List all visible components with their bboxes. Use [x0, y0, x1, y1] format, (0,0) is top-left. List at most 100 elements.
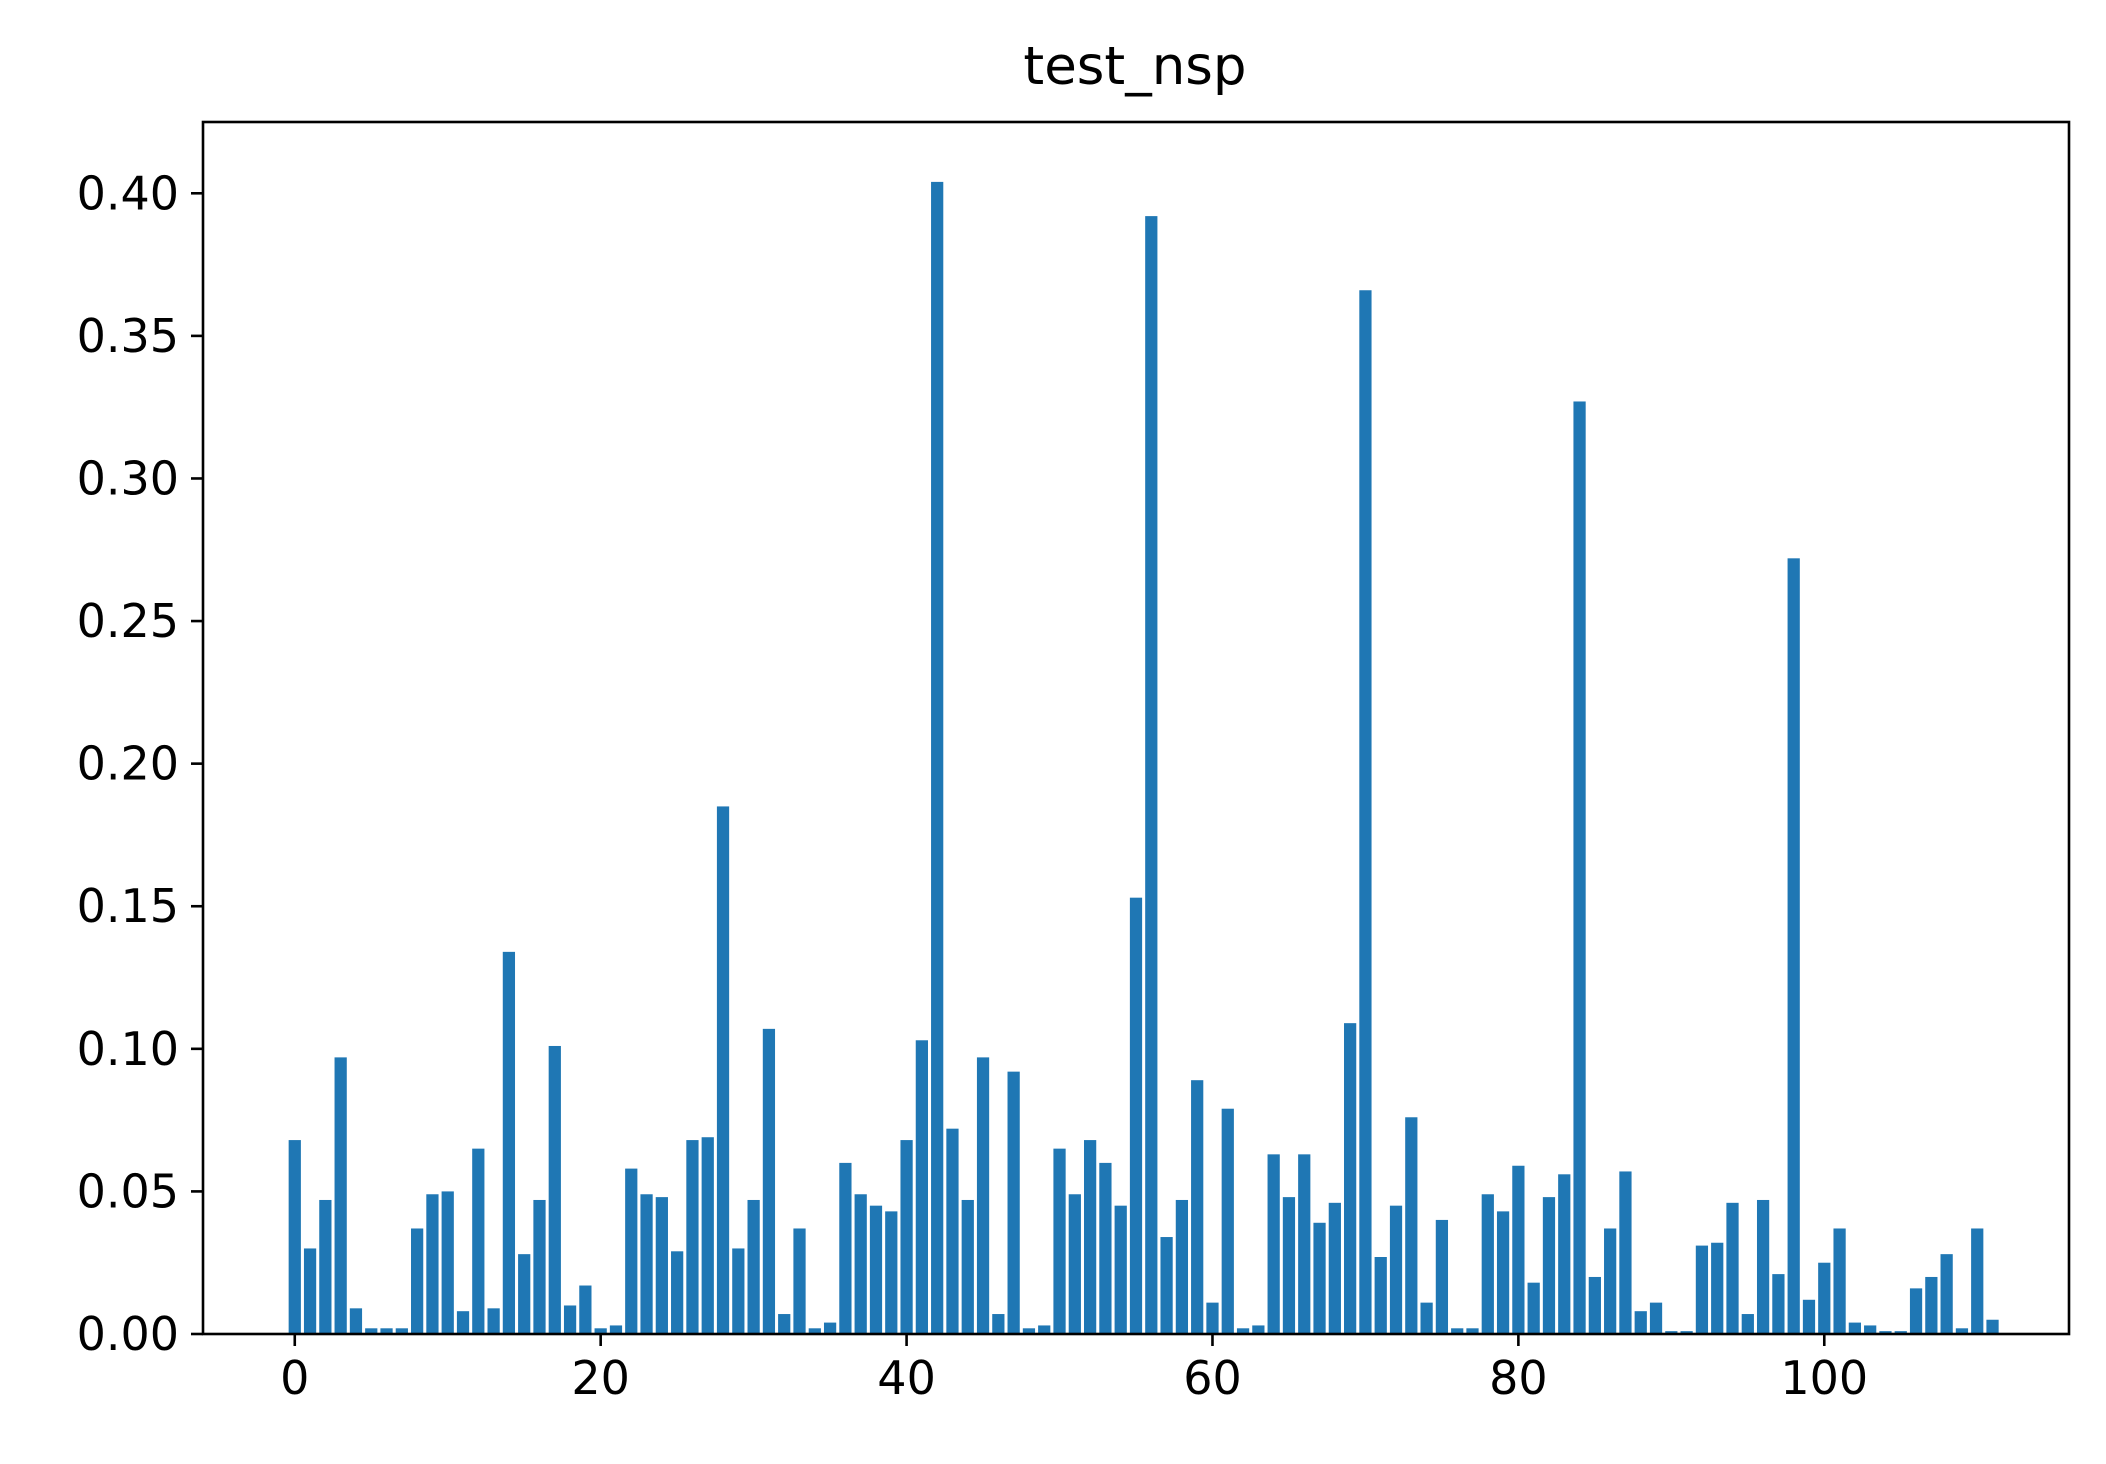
- bar-24: [655, 1197, 668, 1334]
- bar-50: [1053, 1148, 1066, 1334]
- bar-82: [1542, 1197, 1556, 1334]
- bar-89: [1649, 1302, 1663, 1334]
- bar-9: [426, 1194, 439, 1334]
- bar-25: [671, 1251, 684, 1334]
- bar-102: [1848, 1322, 1861, 1334]
- y-tick-label: 0.40: [77, 166, 179, 220]
- bar-6: [380, 1328, 393, 1334]
- bar-97: [1772, 1274, 1785, 1334]
- bar-63: [1252, 1325, 1265, 1334]
- bar-74: [1420, 1302, 1433, 1334]
- bar-79: [1496, 1211, 1510, 1334]
- bar-20: [594, 1328, 607, 1334]
- bar-53: [1099, 1162, 1112, 1334]
- bar-70: [1359, 290, 1372, 1334]
- bar-30: [747, 1199, 760, 1334]
- bar-110: [1971, 1228, 1984, 1334]
- bar-107: [1925, 1276, 1938, 1334]
- bar-66: [1298, 1154, 1311, 1334]
- bar-42: [931, 181, 944, 1334]
- y-tick-label: 0.10: [77, 1022, 179, 1076]
- x-tick-label: 60: [1183, 1351, 1242, 1405]
- bar-27: [701, 1137, 714, 1334]
- bar-105: [1894, 1331, 1907, 1334]
- bar-39: [885, 1211, 898, 1334]
- bar-71: [1374, 1257, 1387, 1334]
- bar-34: [808, 1328, 821, 1334]
- bar-31: [762, 1028, 776, 1334]
- bar-54: [1114, 1205, 1127, 1334]
- bar-22: [625, 1168, 638, 1334]
- bar-67: [1313, 1222, 1326, 1334]
- bar-77: [1466, 1328, 1479, 1334]
- x-tick-label: 80: [1489, 1351, 1548, 1405]
- bar-90: [1665, 1331, 1678, 1334]
- bar-14: [502, 951, 516, 1334]
- bar-81: [1527, 1282, 1540, 1334]
- bar-16: [533, 1199, 546, 1334]
- bar-91: [1680, 1331, 1693, 1334]
- bar-1: [303, 1248, 317, 1334]
- bar-94: [1726, 1202, 1739, 1334]
- bar-61: [1221, 1108, 1234, 1334]
- bar-76: [1451, 1328, 1464, 1334]
- y-tick-label: 0.15: [77, 879, 179, 933]
- bar-84: [1573, 401, 1586, 1335]
- y-tick-label: 0.25: [77, 594, 179, 648]
- bars-group: [288, 181, 1999, 1335]
- x-tick-label: 20: [571, 1351, 630, 1405]
- bar-111: [1986, 1319, 1999, 1334]
- bar-19: [579, 1285, 592, 1334]
- bar-99: [1802, 1299, 1816, 1334]
- bar-13: [487, 1308, 500, 1334]
- bar-2: [319, 1199, 332, 1334]
- bar-56: [1145, 216, 1158, 1335]
- bar-80: [1512, 1165, 1525, 1334]
- bar-72: [1389, 1205, 1403, 1334]
- x-tick-label: 100: [1780, 1351, 1868, 1405]
- bar-28: [716, 806, 730, 1334]
- bar-106: [1909, 1288, 1923, 1334]
- bar-85: [1588, 1276, 1601, 1334]
- bar-100: [1818, 1262, 1831, 1334]
- bar-68: [1328, 1202, 1341, 1334]
- bar-40: [900, 1140, 913, 1334]
- bar-96: [1756, 1199, 1770, 1334]
- bar-35: [823, 1322, 837, 1334]
- bar-18: [563, 1305, 577, 1334]
- bar-33: [793, 1228, 806, 1334]
- bar-44: [961, 1199, 974, 1334]
- y-tick-label: 0.00: [77, 1307, 179, 1361]
- bar-10: [441, 1191, 454, 1334]
- bar-57: [1160, 1237, 1173, 1334]
- bar-93: [1711, 1242, 1724, 1334]
- bar-98: [1787, 558, 1800, 1334]
- bar-58: [1175, 1199, 1189, 1334]
- y-tick-label: 0.35: [77, 309, 179, 363]
- bar-73: [1405, 1117, 1418, 1334]
- bar-65: [1282, 1197, 1296, 1334]
- bar-69: [1344, 1023, 1357, 1334]
- bar-109: [1955, 1328, 1969, 1334]
- x-axis: 0 20 40 60 80 100: [280, 1334, 1868, 1405]
- bar-12: [472, 1148, 485, 1334]
- y-tick-label: 0.20: [77, 737, 179, 791]
- bar-51: [1068, 1194, 1081, 1334]
- bar-108: [1940, 1254, 1953, 1334]
- bar-32: [778, 1314, 791, 1334]
- bar-41: [915, 1040, 928, 1334]
- bar-3: [334, 1057, 347, 1334]
- bar-47: [1007, 1071, 1020, 1334]
- bar-83: [1558, 1174, 1571, 1334]
- bar-29: [732, 1248, 745, 1334]
- bar-48: [1022, 1328, 1036, 1334]
- x-tick-label: 40: [877, 1351, 936, 1405]
- bar-23: [640, 1194, 653, 1334]
- bar-37: [854, 1194, 867, 1334]
- bar-5: [365, 1328, 378, 1334]
- bar-11: [456, 1311, 470, 1334]
- y-tick-label: 0.05: [77, 1164, 179, 1218]
- bar-7: [395, 1328, 408, 1334]
- bar-49: [1038, 1325, 1051, 1334]
- bar-0: [288, 1140, 301, 1334]
